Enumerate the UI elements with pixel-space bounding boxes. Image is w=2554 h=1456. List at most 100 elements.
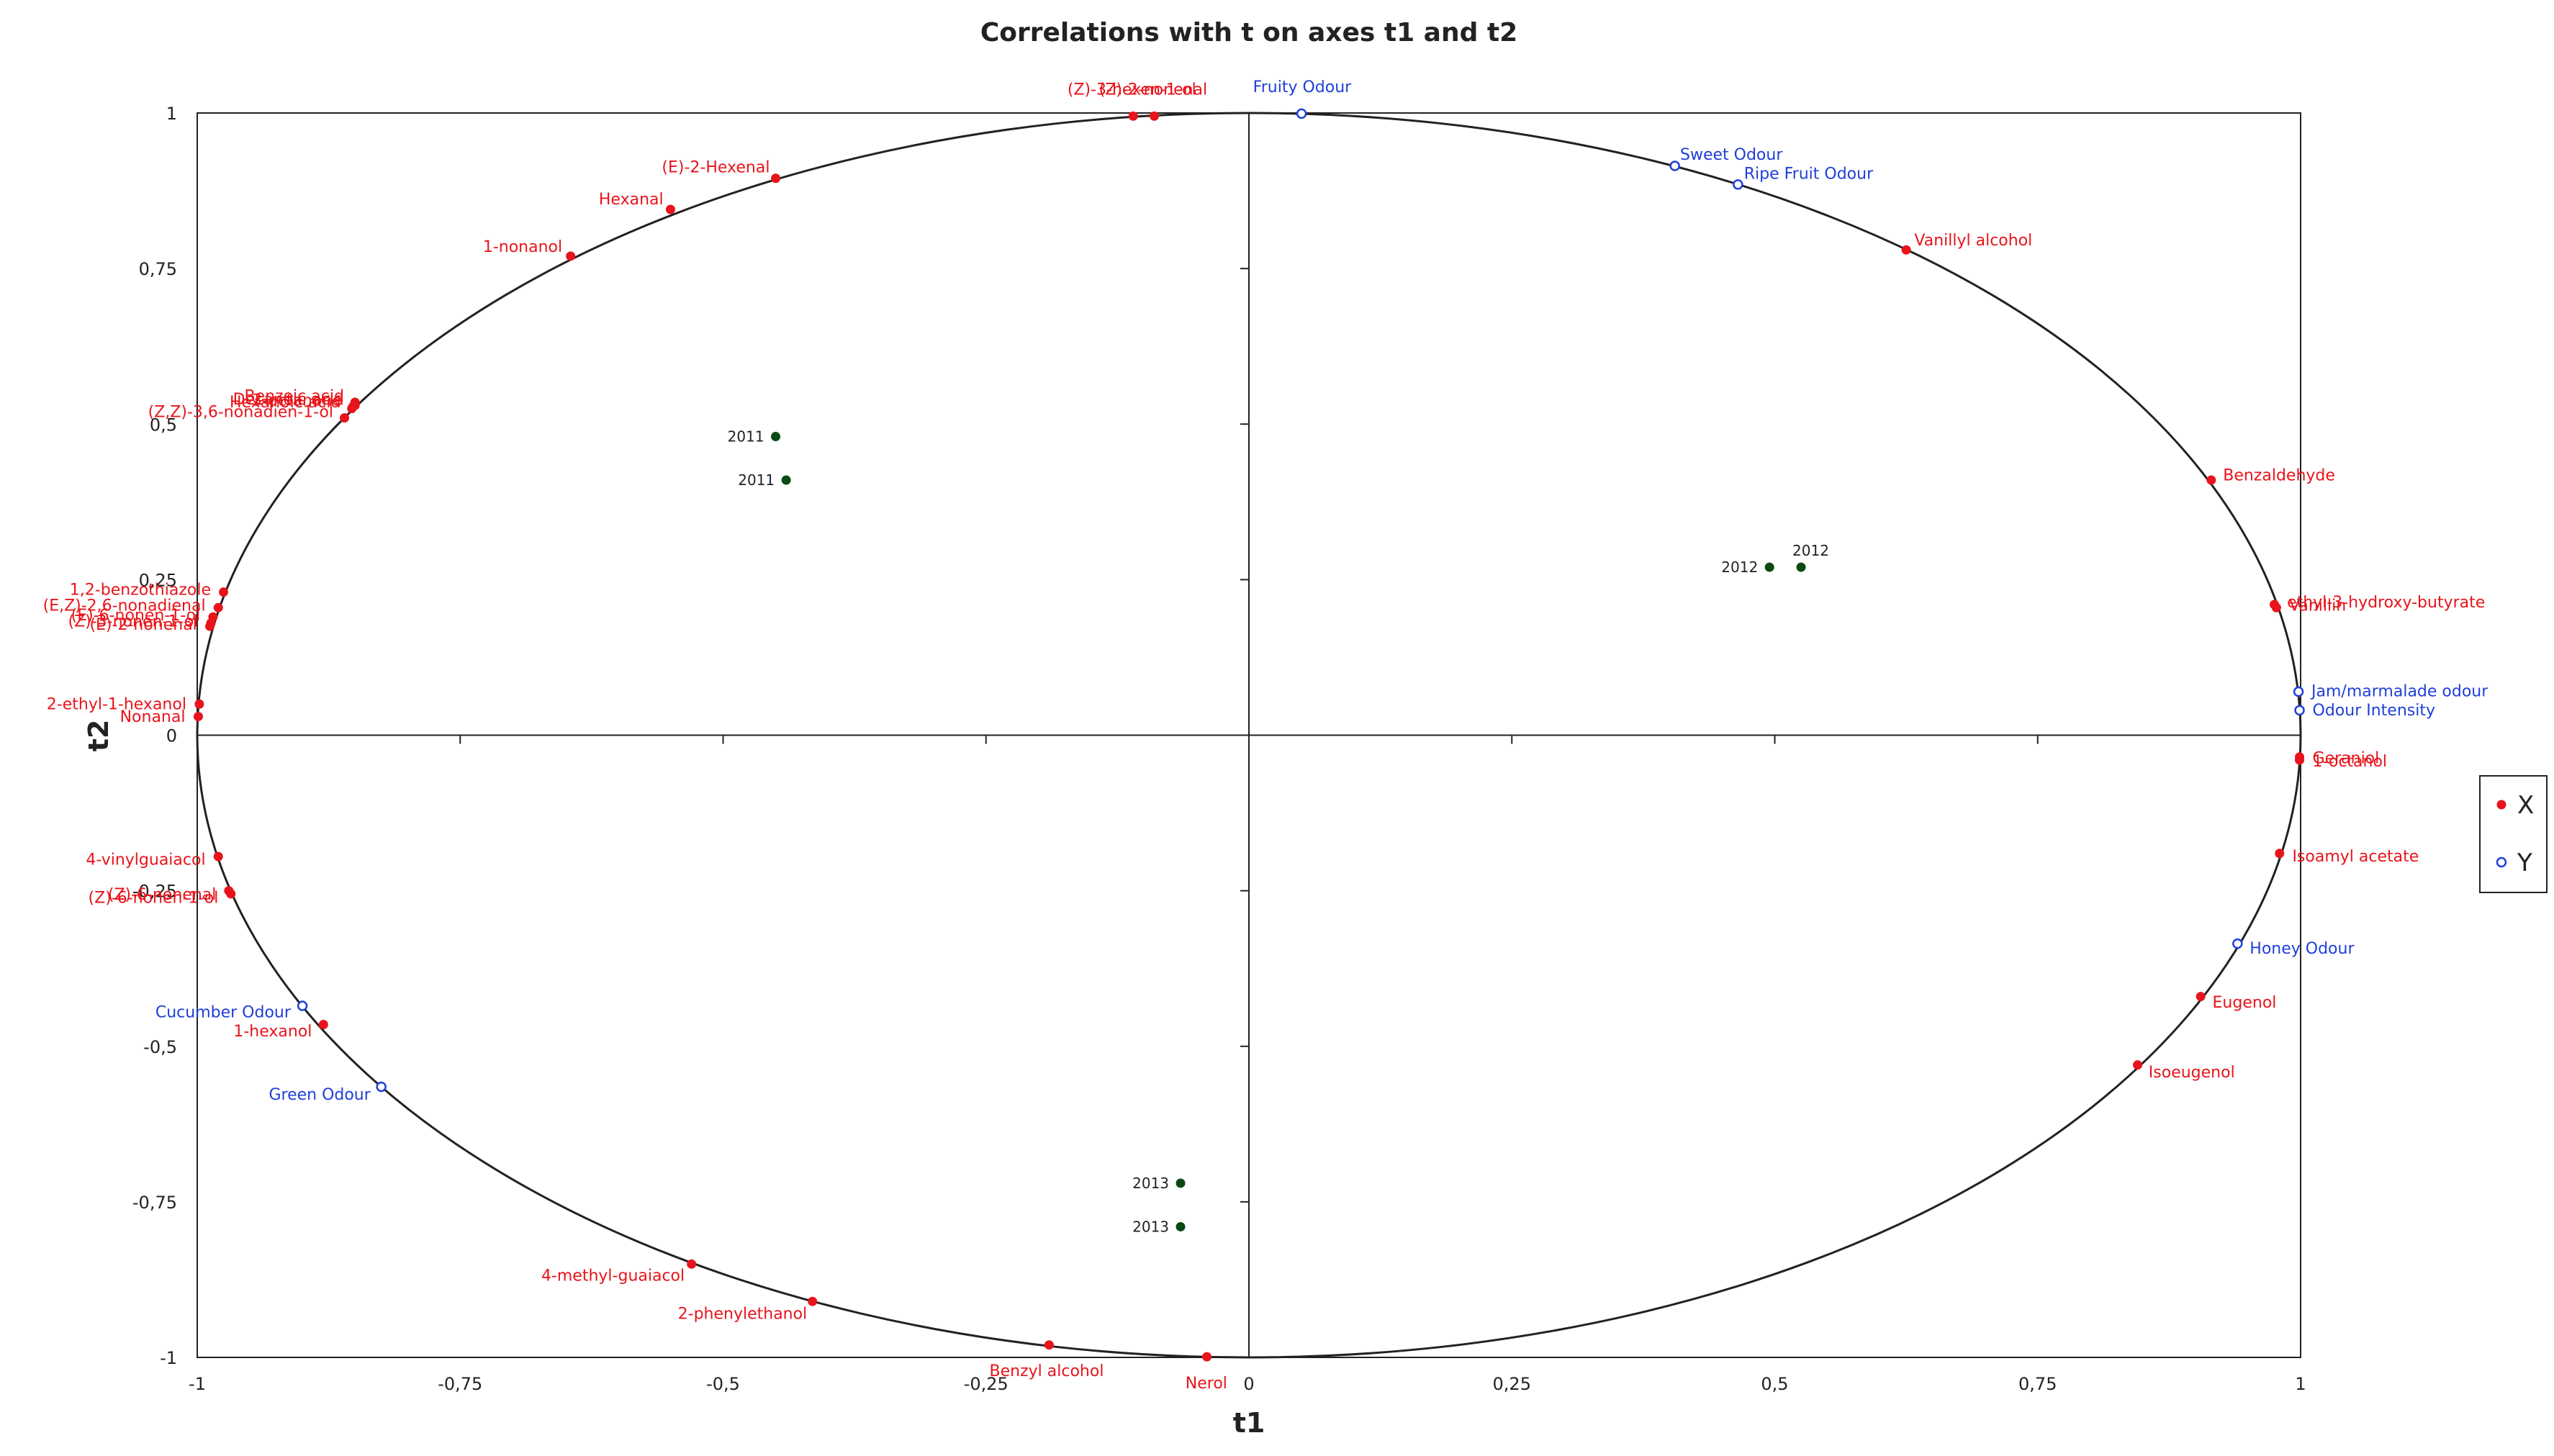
point-label: Benzyl alcohol (990, 1362, 1104, 1380)
x-variable-point (219, 587, 229, 597)
y-variable-point (1296, 108, 1307, 119)
x-variable-point (213, 851, 223, 862)
point-label: 2-ethyl-1-hexanol (47, 695, 186, 713)
x-variable-point (193, 712, 203, 722)
y-variable-point (2294, 705, 2305, 716)
x-variable-point (771, 173, 781, 184)
point-label: 1,2-benzothiazole (70, 582, 211, 600)
observation-point (771, 432, 781, 442)
point-label: Nonanal (120, 708, 186, 726)
y-tick-label: 1 (166, 104, 177, 124)
x-tick-label: 0,25 (1493, 1374, 1531, 1394)
x-variable-point (205, 621, 215, 631)
chart-title: Correlations with t on axes t1 and t2 (980, 18, 1517, 48)
y-tick-label: 0 (166, 726, 177, 746)
x-axis-label: t1 (1233, 1407, 1265, 1439)
observation-point (1764, 562, 1774, 572)
point-label: Isoeugenol (2149, 1064, 2235, 1082)
point-label: Vanillin (2289, 597, 2346, 615)
x-tick-label: -1 (189, 1374, 206, 1394)
x-variable-point (340, 413, 350, 423)
legend-label: X (2517, 791, 2534, 820)
x-variable-point (566, 251, 576, 261)
point-label: Ripe Fruit Odour (1744, 165, 1874, 183)
y-tick-label: 0,75 (139, 259, 177, 279)
observation-label: 2012 (1792, 542, 1829, 559)
observation-point (1176, 1221, 1186, 1231)
point-label: (Z)-6-nonenal (108, 886, 217, 904)
observation-point (781, 475, 791, 485)
y-variable-point (376, 1081, 387, 1093)
point-label: Benzaldehyde (2223, 467, 2335, 485)
point-label: Nerol (1186, 1375, 1227, 1393)
point-label: (E)-2-Hexenal (662, 159, 770, 177)
point-label: Fruity Odour (1253, 78, 1352, 96)
x-tick-label: -0,75 (438, 1374, 482, 1394)
point-label: Sweet Odour (1680, 146, 1783, 164)
point-label: 1-octanol (2313, 753, 2388, 771)
point-label: (Z)-2-nonenal (1099, 81, 1208, 99)
point-label: Hexanal (599, 191, 664, 209)
y-tick-label: -0,5 (143, 1037, 177, 1057)
x-tick-label: 1 (2295, 1374, 2306, 1394)
legend: XY (2479, 775, 2548, 893)
x-variable-point (1044, 1340, 1054, 1350)
point-label: Eugenol (2213, 994, 2277, 1012)
x-variable-point (687, 1259, 697, 1269)
point-label: 3-octanone (252, 392, 342, 410)
x-tick-label: 0,5 (1761, 1374, 1788, 1394)
point-label: (Z)-3-hexen-1-ol (1068, 81, 1196, 99)
point-label: (Z)-3-nonen-1-ol (68, 613, 198, 631)
x-variable-point (1128, 111, 1138, 121)
point-label: 4-methyl-guaiacol (541, 1267, 685, 1285)
point-label: Vanillyl alcohol (1914, 232, 2032, 250)
point-label: Decanoic acid (233, 391, 344, 409)
y-tick-label: -0,25 (132, 882, 177, 902)
observation-label: 2013 (1132, 1218, 1169, 1235)
legend-box (2479, 775, 2548, 893)
point-label: (Z,Z)-3,6-nonadien-1-ol (148, 403, 333, 421)
x-tick-label: -0,5 (706, 1374, 740, 1394)
legend-marker-y (2496, 856, 2507, 868)
point-label: Geraniol (2313, 749, 2380, 767)
legend-label: Y (2517, 849, 2532, 877)
x-variable-point (2133, 1060, 2143, 1070)
y-variable-point (2232, 938, 2243, 949)
x-variable-point (665, 204, 675, 214)
x-tick-label: 0,75 (2018, 1374, 2057, 1394)
y-tick-label: 0,5 (150, 415, 177, 435)
observation-label: 2012 (1721, 559, 1758, 576)
observation-label: 2011 (738, 471, 775, 489)
x-variable-point (226, 889, 236, 899)
point-label: Green Odour (269, 1086, 371, 1104)
x-variable-point (318, 1019, 328, 1029)
y-tick-label: -0,75 (132, 1193, 177, 1213)
point-label: Isoamyl acetate (2292, 848, 2419, 866)
x-variable-point (1901, 245, 1911, 255)
point-label: Benzoic acid (244, 387, 343, 405)
observation-point (1176, 1178, 1186, 1188)
point-label: 2-phenylethanol (678, 1306, 808, 1324)
y-tick-label: -1 (160, 1348, 177, 1368)
x-variable-point (2206, 475, 2216, 485)
x-variable-point (1150, 111, 1160, 121)
observation-label: 2011 (728, 428, 764, 446)
x-tick-label: 0 (1243, 1374, 1254, 1394)
x-tick-label: -0,25 (964, 1374, 1008, 1394)
y-variable-point (297, 1000, 308, 1011)
x-variable-point (2275, 849, 2285, 859)
point-label: Odour Intensity (2313, 702, 2435, 720)
point-label: 4-vinylguaiacol (86, 851, 205, 869)
y-variable-point (1669, 160, 1680, 171)
point-label: 1-nonanol (483, 238, 562, 256)
y-tick-label: 0,25 (139, 570, 177, 590)
point-label: Hexanoic acid (230, 394, 340, 412)
point-label: (Z)-6-nonen-1-ol (89, 890, 219, 908)
y-axis-label: t2 (83, 720, 114, 752)
x-variable-point (2295, 755, 2305, 765)
x-variable-point (347, 404, 357, 414)
x-variable-point (1202, 1352, 1212, 1362)
y-variable-point (2293, 686, 2304, 697)
